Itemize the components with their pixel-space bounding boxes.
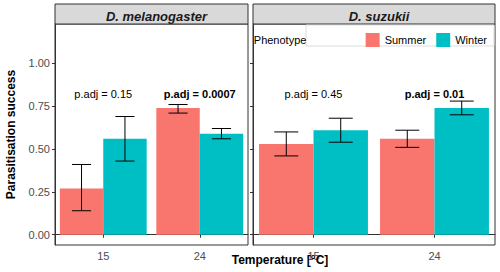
svg-text:D. suzukii: D. suzukii: [349, 9, 410, 24]
svg-text:Temperature [°C]: Temperature [°C]: [232, 253, 329, 267]
svg-text:0.75: 0.75: [29, 100, 50, 112]
svg-text:15: 15: [97, 250, 109, 262]
svg-text:p.adj = 0.15: p.adj = 0.15: [74, 88, 132, 100]
svg-text:p.adj = 0.0007: p.adj = 0.0007: [164, 88, 236, 100]
svg-text:Parasitisation success: Parasitisation success: [4, 69, 18, 199]
svg-text:p.adj = 0.45: p.adj = 0.45: [285, 88, 343, 100]
svg-text:Summer: Summer: [385, 34, 427, 46]
svg-text:p.adj = 0.01: p.adj = 0.01: [405, 88, 465, 100]
svg-text:24: 24: [428, 250, 440, 262]
svg-text:Winter: Winter: [455, 34, 487, 46]
svg-text:1.00: 1.00: [29, 57, 50, 69]
svg-text:0.50: 0.50: [29, 143, 50, 155]
svg-text:0.25: 0.25: [29, 186, 50, 198]
svg-text:D. melanogaster: D. melanogaster: [106, 9, 208, 24]
svg-text:24: 24: [194, 250, 206, 262]
svg-text:Phenotype: Phenotype: [254, 34, 307, 46]
svg-text:0.00: 0.00: [29, 229, 50, 241]
